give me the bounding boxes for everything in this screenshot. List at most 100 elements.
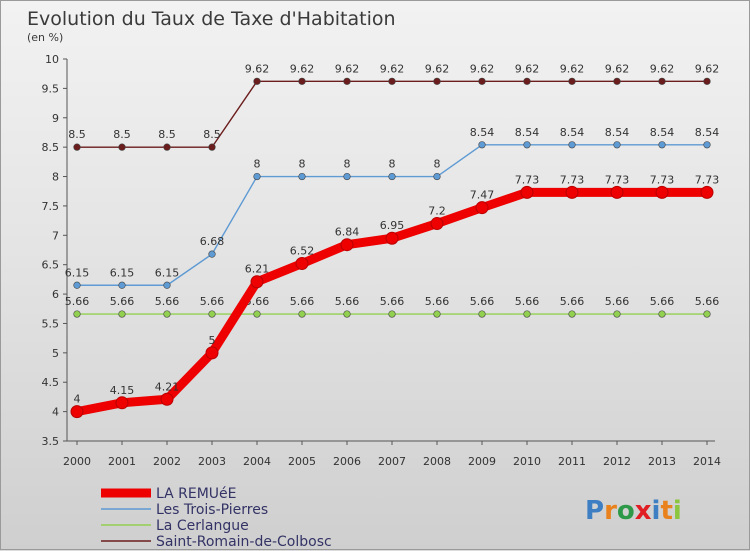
data-label: 5.66	[110, 295, 135, 308]
data-point	[118, 281, 126, 289]
x-tick-label: 2009	[468, 455, 496, 468]
data-point	[388, 77, 396, 85]
data-label: 7.2	[428, 205, 446, 218]
data-label: 6.15	[110, 266, 135, 279]
data-label: 6.15	[155, 266, 180, 279]
data-point	[343, 172, 351, 181]
data-point	[250, 275, 264, 289]
data-label: 8.5	[68, 128, 86, 141]
data-label: 8	[434, 158, 441, 171]
data-label: 7.73	[650, 173, 675, 186]
x-tick-label: 2003	[198, 455, 226, 468]
series-layer: 8.5 8.5 8.5 8.5 9.62 9.62 9.62 9.62 9.62 9.62 9.62…	[65, 62, 720, 419]
data-label: 9.62	[515, 62, 540, 75]
data-point	[655, 185, 669, 199]
logo-letter: P	[585, 496, 604, 526]
data-label: 6.95	[380, 219, 405, 232]
data-label: 4	[74, 393, 81, 406]
data-point	[118, 310, 126, 318]
data-point	[568, 77, 576, 85]
chart-title: Evolution du Taux de Taxe d'Habitation	[27, 8, 396, 30]
logo-letter: i	[673, 496, 682, 526]
data-point	[208, 250, 216, 258]
data-point	[703, 310, 711, 318]
y-tick-label: 7.5	[42, 200, 60, 213]
data-point	[658, 310, 666, 318]
logo-letter: o	[617, 496, 635, 526]
data-label: 7.73	[515, 173, 540, 186]
x-tick-label: 2000	[63, 455, 91, 468]
data-label: 5.66	[155, 295, 180, 308]
data-label: 8	[389, 158, 396, 171]
data-point	[385, 231, 399, 245]
x-tick-label: 2001	[108, 455, 136, 468]
data-label: 5.66	[380, 295, 405, 308]
data-point	[253, 172, 261, 181]
data-label: 8.54	[515, 126, 540, 139]
legend-label: LA REMUéE	[156, 486, 237, 502]
data-label: 9.62	[290, 62, 315, 75]
data-label: 7.73	[560, 173, 585, 186]
data-label: 8.5	[158, 128, 176, 141]
data-label: 5.66	[515, 295, 540, 308]
data-point	[523, 77, 531, 85]
x-tick-label: 2007	[378, 455, 406, 468]
y-tick-label: 6.5	[42, 259, 60, 272]
y-tick-label: 4	[52, 406, 59, 419]
data-point	[703, 77, 711, 85]
data-label: 6.52	[290, 245, 315, 258]
data-label: 9.62	[605, 62, 630, 75]
data-point	[433, 172, 441, 181]
data-point	[658, 77, 666, 85]
data-point	[298, 172, 306, 181]
logo-letter: r	[604, 496, 617, 526]
series-3: 8.5 8.5 8.5 8.5 9.62 9.62 9.62 9.62 9.62 9.62 9.62…	[68, 62, 719, 151]
data-point	[433, 310, 441, 318]
data-label: 5.66	[650, 295, 675, 308]
data-point	[478, 77, 486, 85]
data-point	[565, 185, 579, 199]
data-point	[343, 77, 351, 85]
legend-label: Saint-Romain-de-Colbosc	[156, 534, 332, 550]
data-label: 7.47	[470, 189, 495, 202]
series-2: 5.66 5.66 5.66 5.66 5.66 5.66 5.66 5.66 5.66 5.66…	[65, 295, 720, 318]
data-point	[205, 346, 219, 360]
logo-letter: i	[652, 496, 661, 526]
y-tick-label: 9	[52, 112, 59, 125]
data-point	[73, 310, 81, 318]
data-point	[208, 310, 216, 318]
data-point	[73, 143, 81, 151]
data-label: 9.62	[425, 62, 450, 75]
data-label: 4.15	[110, 384, 135, 397]
data-point	[70, 405, 84, 419]
data-label: 8.54	[695, 126, 720, 139]
data-label: 6.15	[65, 266, 90, 279]
data-label: 8.54	[605, 126, 630, 139]
data-point	[253, 77, 261, 85]
data-label: 5.66	[695, 295, 720, 308]
x-tick-label: 2008	[423, 455, 451, 468]
x-tick-label: 2010	[513, 455, 541, 468]
data-label: 9.62	[650, 62, 675, 75]
data-point	[298, 310, 306, 318]
y-tick-label: 6	[52, 288, 59, 301]
data-label: 5.66	[605, 295, 630, 308]
logo-text: Proxiti	[585, 496, 682, 526]
data-label: 8.5	[113, 128, 131, 141]
data-point	[163, 281, 171, 289]
chart-subtitle: (en %)	[27, 31, 63, 44]
data-label: 7.73	[695, 173, 720, 186]
data-point	[115, 396, 129, 410]
data-point	[658, 141, 666, 149]
data-point	[295, 257, 309, 271]
y-tick-label: 8.5	[42, 141, 60, 154]
data-point	[208, 143, 216, 151]
y-tick-label: 7	[52, 229, 59, 242]
data-label: 9.62	[470, 62, 495, 75]
data-point	[298, 77, 306, 85]
data-point	[160, 392, 174, 406]
data-point	[568, 141, 576, 149]
data-point	[613, 310, 621, 318]
series-0: 4 4.15 4.21 5 6.21 6.52 6.84 6.95 7.2 7.47 7.73 7.7…	[70, 173, 720, 419]
data-label: 8.5	[203, 128, 221, 141]
